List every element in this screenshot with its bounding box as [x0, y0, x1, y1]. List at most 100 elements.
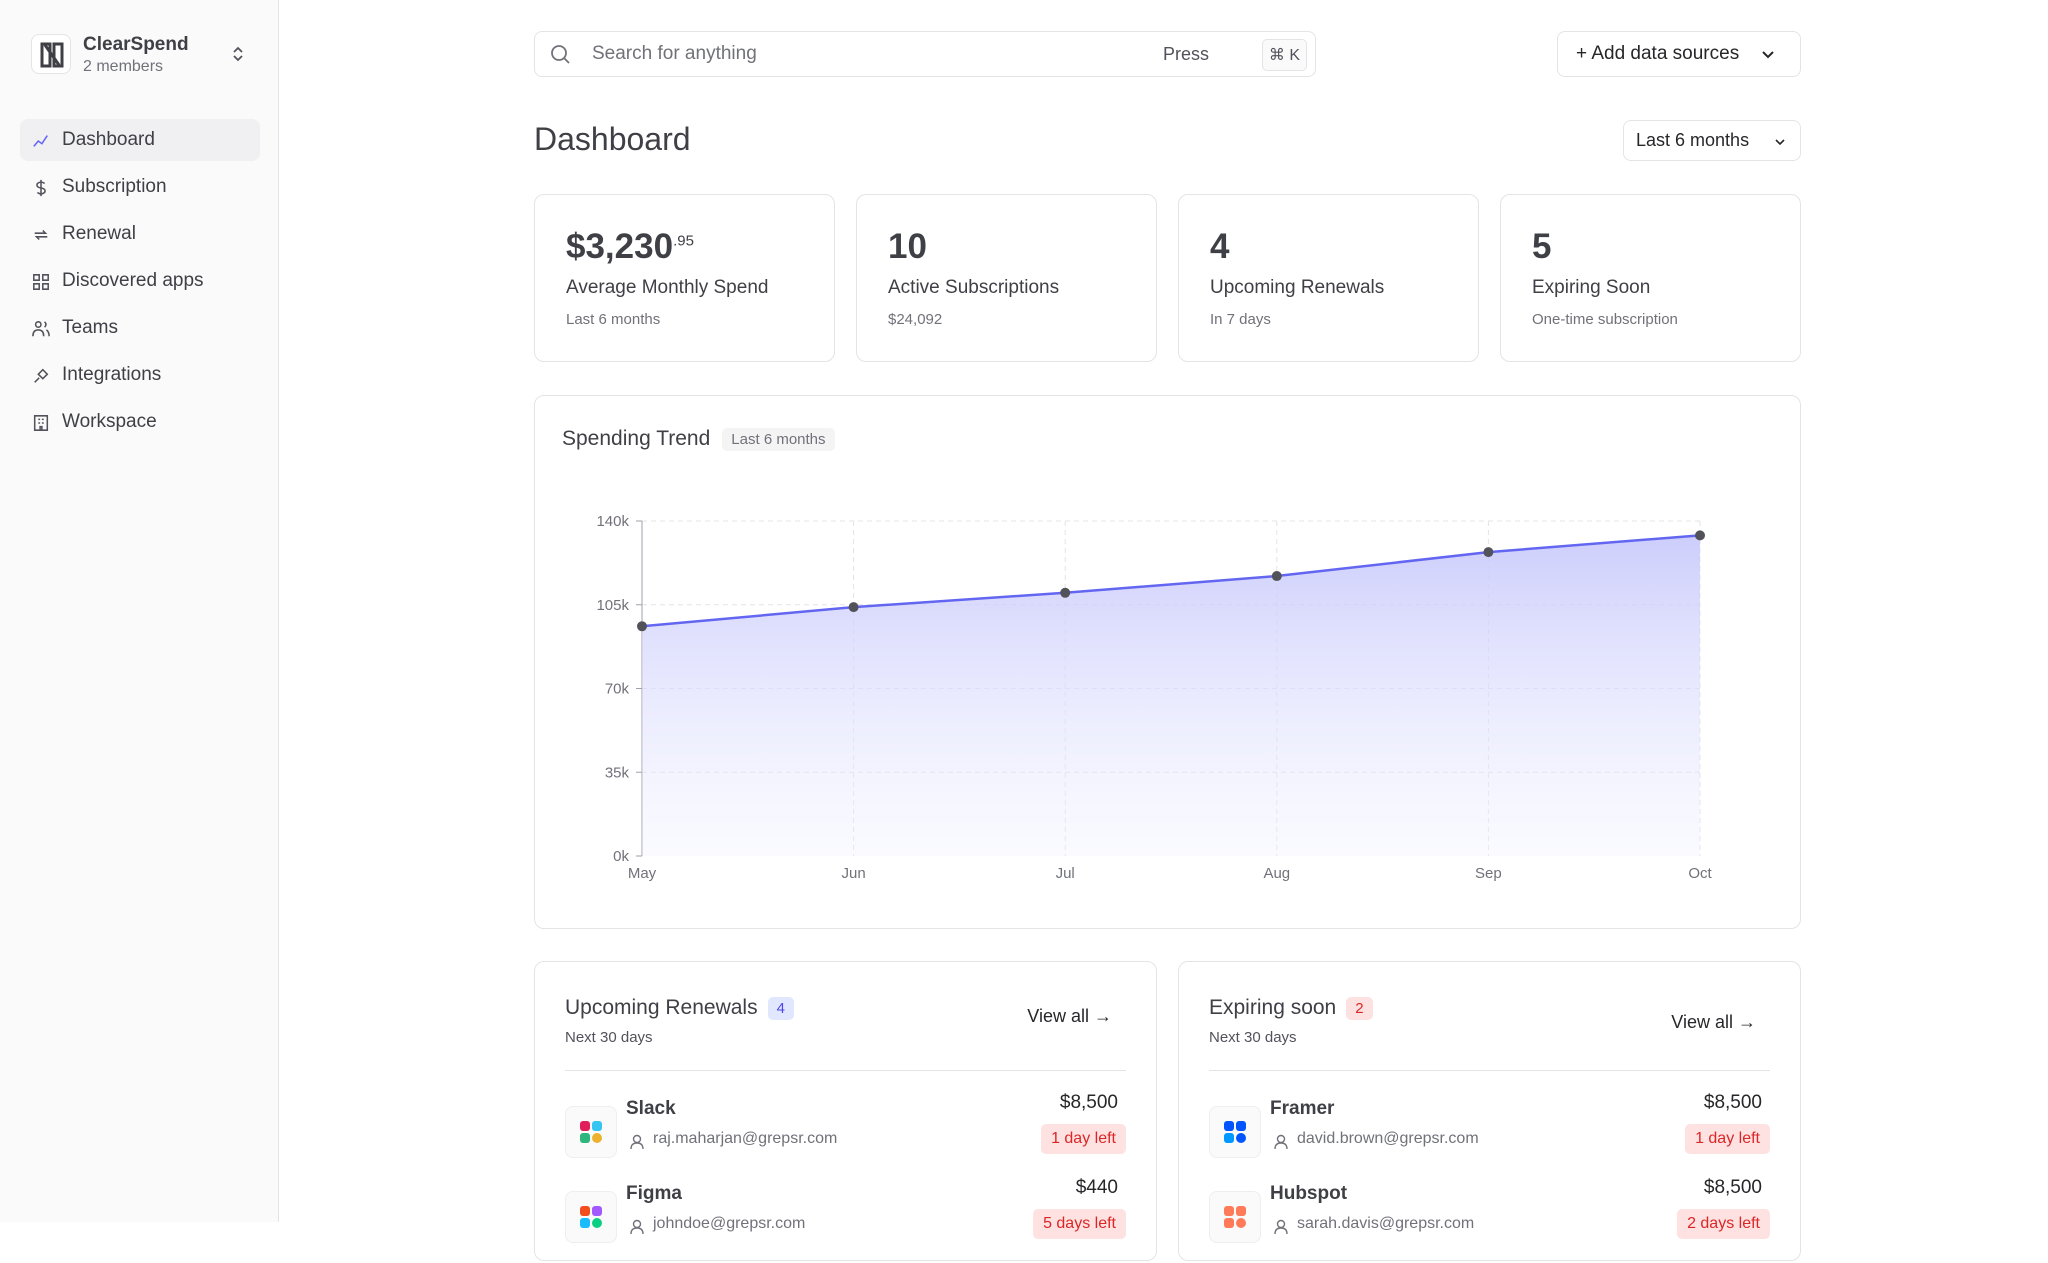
stat-value: 10 [888, 227, 927, 267]
chart-title: Spending Trend [562, 427, 711, 450]
line [641, 534, 1701, 628]
logo-icon [40, 42, 64, 68]
stat-card[interactable]: 4 Upcoming Renewals In 7 days [1178, 194, 1479, 362]
stat-label: Expiring Soon [1532, 277, 1651, 298]
app-owner: johndoe@grepsr.com [653, 1215, 806, 1232]
nav-label: Discovered apps [62, 270, 204, 291]
x-tick-label: Jul [1056, 865, 1075, 882]
nav-icon [36, 179, 46, 197]
nav-label: Dashboard [62, 129, 155, 150]
stat-sub: In 7 days [1210, 311, 1271, 328]
app-price: $8,500 [1703, 1177, 1762, 1198]
nav-item[interactable]: Integrations [20, 354, 260, 396]
point [1483, 547, 1494, 558]
chart-header: Spending Trend Last 6 months [562, 427, 835, 451]
app-price: $440 [1075, 1177, 1118, 1198]
due-badge: 1 day left [1685, 1124, 1770, 1154]
range-label: Last 6 months [1636, 130, 1750, 150]
view-all[interactable]: View all → [1671, 1012, 1756, 1032]
nav-icon [34, 368, 49, 383]
app-name: Figma [626, 1183, 682, 1204]
user-icon [1274, 1134, 1288, 1150]
list-card: Upcoming Renewals 4 Next 30 days View all… [534, 961, 1157, 1261]
user-icon [630, 1134, 644, 1150]
due-badge: 2 days left [1677, 1209, 1770, 1239]
nav-item[interactable]: Workspace [20, 401, 260, 443]
list-row[interactable]: Framer david.brown@grepsr.com $8,500 1 d… [1209, 1092, 1770, 1178]
page-title: Dashboard [534, 121, 691, 157]
stat-card[interactable]: 10 Active Subscriptions $24,092 [856, 194, 1157, 362]
x-tick-label: Oct [1688, 865, 1712, 882]
app-owner: raj.maharjan@grepsr.com [653, 1130, 838, 1147]
stat-label: Active Subscriptions [888, 277, 1060, 298]
y-tick-label: 0k [613, 848, 629, 865]
app-name: Hubspot [1270, 1183, 1348, 1204]
org-members: 2 members [83, 58, 164, 75]
y-tick-label: 140k [596, 513, 629, 530]
org-name[interactable]: ClearSpend [83, 34, 189, 55]
app-icon [1224, 1121, 1246, 1143]
chevron [1762, 51, 1774, 59]
list-count: 2 [1346, 996, 1373, 1020]
app-name: Slack [626, 1098, 676, 1119]
chart-card: Spending Trend Last 6 months 0k 35k 70k 105… [534, 395, 1801, 929]
area [642, 535, 1700, 856]
chevron [1775, 139, 1785, 146]
point [637, 621, 647, 632]
point [1271, 571, 1282, 582]
nav-item[interactable]: Discovered apps [20, 260, 260, 302]
list-title: Expiring soon [1209, 996, 1337, 1019]
nav-icon [33, 415, 49, 431]
user-icon [1274, 1219, 1288, 1235]
chart-badge: Last 6 months [722, 427, 835, 451]
list-count: 4 [767, 996, 794, 1020]
search-bar[interactable]: Search for anything Press ⌘ K [534, 31, 1316, 77]
nav-item[interactable]: Dashboard [20, 119, 260, 161]
add-sources-label: + Add data sources [1576, 43, 1740, 64]
list-row[interactable]: Slack raj.maharjan@grepsr.com $8,500 1 d… [565, 1092, 1126, 1178]
stat-card[interactable]: 5 Expiring Soon One-time subscription [1500, 194, 1801, 362]
y-tick-label: 35k [605, 764, 630, 781]
stat-value: 4 [1210, 227, 1229, 267]
x-tick-label: Jun [842, 865, 866, 882]
nav-item[interactable]: Teams [20, 307, 260, 349]
due-badge: 5 days left [1033, 1209, 1126, 1239]
nav-label: Subscription [62, 176, 167, 197]
app-icon [580, 1121, 602, 1143]
nav-item[interactable]: Renewal [20, 213, 260, 255]
x-tick-label: Sep [1475, 865, 1502, 882]
stat-number: 5 [1532, 227, 1552, 266]
app-icon [1224, 1206, 1246, 1228]
search-placeholder: Search for anything [592, 43, 757, 64]
nav-icon [33, 274, 49, 290]
stat-label: Upcoming Renewals [1210, 277, 1385, 298]
add-sources-button[interactable]: + Add data sources [1557, 31, 1801, 77]
stat-sub: Last 6 months [566, 311, 661, 328]
app-logo [565, 1106, 617, 1158]
stat-value: $3,230.95 [566, 227, 694, 267]
stat-label: Average Monthly Spend [566, 277, 769, 298]
app-owner: david.brown@grepsr.com [1297, 1130, 1479, 1147]
stat-card[interactable]: $3,230.95 Average Monthly Spend Last 6 m… [534, 194, 835, 362]
view-all[interactable]: View all → [1027, 1006, 1112, 1026]
nav-icon [33, 135, 48, 147]
nav-item[interactable]: Subscription [20, 166, 260, 208]
x-tick-label: Aug [1263, 865, 1290, 882]
list-row[interactable]: Hubspot sarah.davis@grepsr.com $8,500 2 … [1209, 1177, 1770, 1263]
org-switch[interactable] [228, 44, 248, 64]
app-name: Framer [1270, 1098, 1335, 1119]
point [848, 602, 859, 613]
y-tick-label: 70k [605, 681, 630, 698]
nav-label: Workspace [62, 411, 157, 432]
app-owner: sarah.davis@grepsr.com [1297, 1215, 1475, 1232]
app-logo [1209, 1191, 1261, 1243]
stat-number: $3,230 [566, 227, 674, 266]
app-logo [565, 1191, 617, 1243]
y-tick-label: 105k [596, 597, 629, 614]
search-keys: ⌘ K [1261, 39, 1307, 71]
list-row[interactable]: Figma johndoe@grepsr.com $440 5 days lef… [565, 1177, 1126, 1263]
point [1060, 587, 1071, 598]
chart: 0k 35k 70k 105k 140k May Jun Jul Aug Sep Oct [596, 513, 1712, 882]
range-select[interactable]: Last 6 months [1623, 120, 1801, 161]
stat-sub: $24,092 [888, 311, 943, 328]
